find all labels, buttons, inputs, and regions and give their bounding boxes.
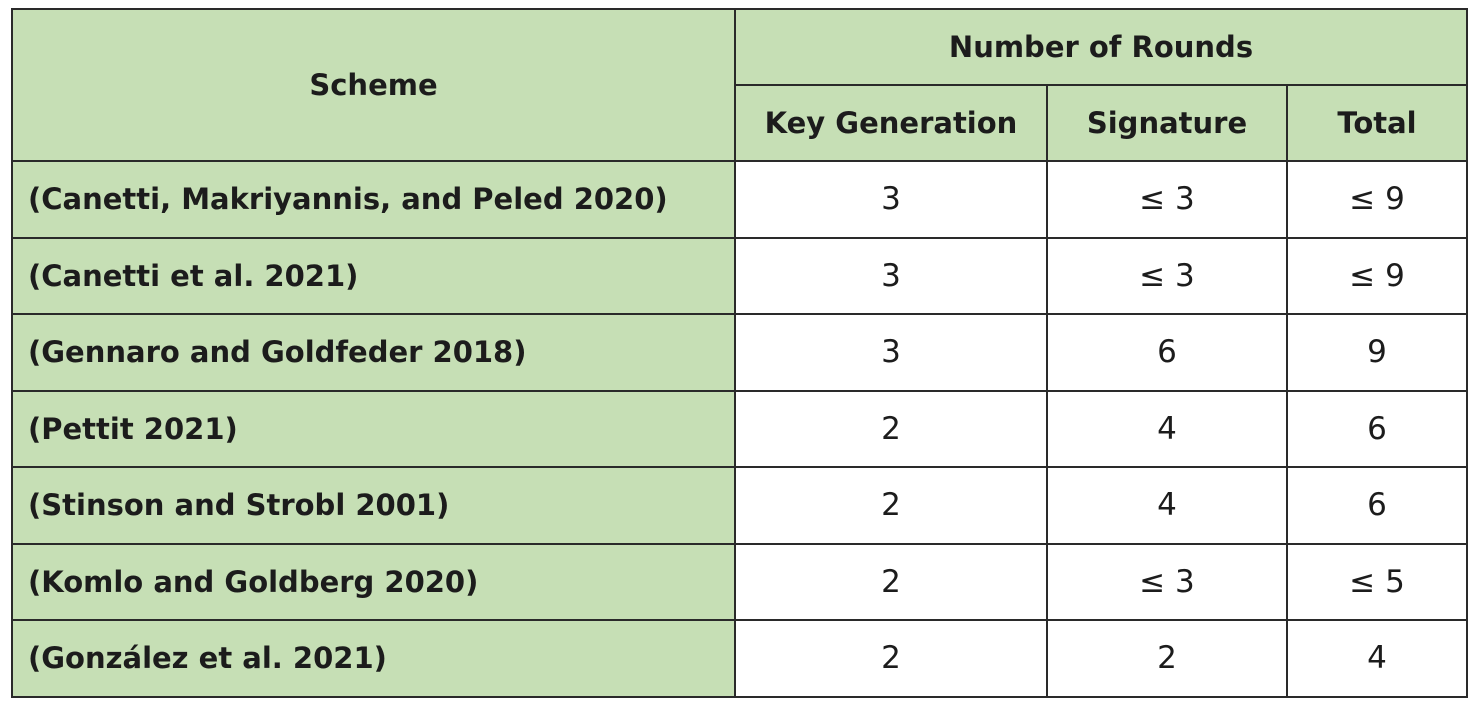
scheme-cell: (Gennaro and Goldfeder 2018)	[11, 313, 736, 392]
signature-cell: ≤ 3	[1046, 236, 1288, 315]
scheme-cell: (González et al. 2021)	[11, 619, 736, 698]
table-row: (González et al. 2021) 2 2 4	[11, 619, 1469, 698]
number-of-rounds-header: Number of Rounds	[733, 8, 1469, 86]
key-generation-cell: 2	[734, 466, 1048, 545]
total-cell: ≤ 9	[1285, 160, 1469, 239]
scheme-cell: (Canetti, Makriyannis, and Peled 2020)	[11, 160, 736, 239]
table-row: (Canetti, Makriyannis, and Peled 2020) 3…	[11, 160, 1469, 239]
signature-cell: 4	[1046, 389, 1288, 468]
key-generation-cell: 2	[734, 619, 1048, 698]
scheme-cell: (Komlo and Goldberg 2020)	[11, 542, 736, 621]
signature-cell: ≤ 3	[1046, 160, 1288, 239]
signature-cell: 2	[1046, 619, 1288, 698]
scheme-cell: (Canetti et al. 2021)	[11, 236, 736, 315]
key-generation-cell: 3	[734, 313, 1048, 392]
total-header: Total	[1285, 84, 1469, 162]
total-cell: 6	[1285, 466, 1469, 545]
scheme-cell: (Pettit 2021)	[11, 389, 736, 468]
signature-cell: ≤ 3	[1046, 542, 1288, 621]
total-cell: 9	[1285, 313, 1469, 392]
table-row: (Gennaro and Goldfeder 2018) 3 6 9	[11, 313, 1469, 392]
total-cell: 6	[1285, 389, 1469, 468]
key-generation-cell: 2	[734, 389, 1048, 468]
table-row: (Pettit 2021) 2 4 6	[11, 389, 1469, 468]
key-generation-cell: 2	[734, 542, 1048, 621]
table-row: (Komlo and Goldberg 2020) 2 ≤ 3 ≤ 5	[11, 542, 1469, 621]
scheme-cell: (Stinson and Strobl 2001)	[11, 466, 736, 545]
signature-header: Signature	[1046, 84, 1288, 162]
scheme-header: Scheme	[11, 8, 736, 162]
key-generation-cell: 3	[734, 236, 1048, 315]
total-cell: ≤ 5	[1285, 542, 1469, 621]
signature-cell: 4	[1046, 466, 1288, 545]
key-generation-header: Key Generation	[734, 84, 1048, 162]
total-cell: ≤ 9	[1285, 236, 1469, 315]
signature-cell: 6	[1046, 313, 1288, 392]
table-row: (Stinson and Strobl 2001) 2 4 6	[11, 466, 1469, 545]
table-row: (Canetti et al. 2021) 3 ≤ 3 ≤ 9	[11, 236, 1469, 315]
rounds-table: Scheme Number of Rounds Key Generation S…	[11, 8, 1469, 698]
key-generation-cell: 3	[734, 160, 1048, 239]
total-cell: 4	[1285, 619, 1469, 698]
